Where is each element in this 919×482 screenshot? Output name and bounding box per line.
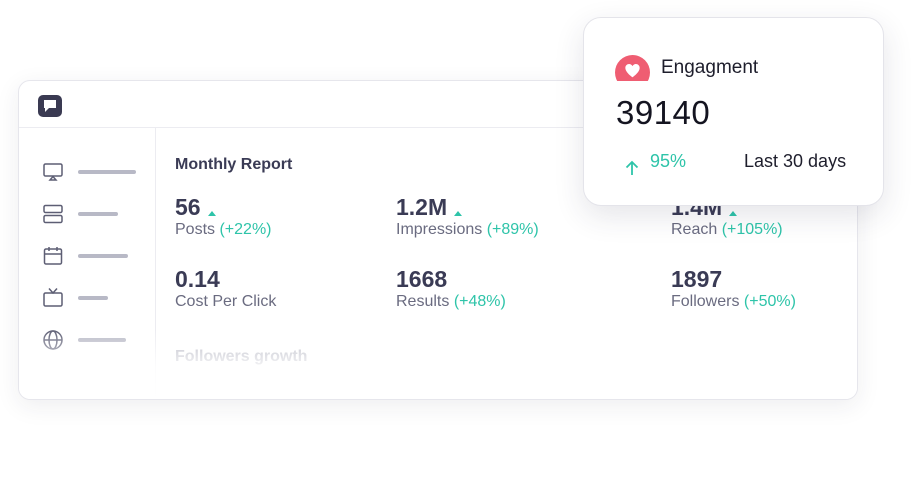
report-title: Monthly Report: [175, 156, 293, 173]
metric-change: (+22%): [219, 221, 272, 238]
metric-value: 1668: [396, 266, 448, 292]
metric-change: (+50%): [743, 293, 796, 310]
metric-results: 1668 Results (+48%): [396, 262, 506, 312]
trend-up-icon: [729, 211, 738, 216]
heart-icon: [615, 55, 650, 81]
engagement-period: Last 30 days: [744, 151, 847, 171]
metric-value: 1.2M: [396, 194, 448, 220]
metric-posts: 56 Posts (+22%): [175, 190, 272, 240]
stack-icon: [43, 204, 63, 224]
metric-label: Results: [396, 293, 450, 310]
screen-cast-icon: [43, 163, 63, 181]
metric-label: Impressions: [396, 221, 483, 238]
arrow-up-icon: [625, 160, 639, 175]
sidebar-item-screencast[interactable]: [41, 160, 151, 184]
followers-growth-title: Followers growth: [175, 348, 308, 365]
metric-label: Followers: [671, 293, 740, 310]
sidebar-item-placeholder: [78, 254, 128, 258]
globe-icon: [43, 330, 63, 350]
engagement-card[interactable]: Engagment 39140 95% Last 30 days: [583, 17, 884, 206]
sidebar: [19, 128, 156, 399]
metric-value: 1897: [671, 266, 723, 292]
sidebar-item-placeholder: [78, 296, 108, 300]
metric-label: Cost Per Click: [175, 293, 277, 310]
sidebar-item-stack[interactable]: [41, 202, 151, 226]
tv-icon: [43, 288, 63, 307]
trend-up-icon: [207, 211, 216, 216]
metric-cost-per-click: 0.14 Cost Per Click: [175, 262, 276, 312]
engagement-change: 95%: [650, 151, 687, 171]
sidebar-item-placeholder: [78, 338, 126, 342]
trend-up-icon: [454, 211, 463, 216]
report-panel: Monthly Report 56 Posts (+22%) 1.2M Impr…: [156, 128, 857, 399]
metric-impressions: 1.2M Impressions (+89%): [396, 190, 539, 240]
sidebar-item-globe[interactable]: [41, 328, 151, 352]
sidebar-item-placeholder: [78, 212, 118, 216]
metric-label: Posts: [175, 221, 216, 238]
calendar-icon: [43, 247, 63, 265]
metric-value: 56: [175, 194, 201, 220]
metric-label: Reach: [671, 221, 718, 238]
sidebar-item-placeholder: [78, 170, 136, 174]
metric-change: (+89%): [486, 221, 539, 238]
sidebar-item-calendar[interactable]: [41, 244, 151, 268]
metric-value: 0.14: [175, 266, 220, 292]
engagement-value: 39140: [616, 94, 711, 131]
app-logo-icon[interactable]: [38, 95, 62, 117]
metric-followers: 1897 Followers (+50%): [671, 262, 796, 312]
metric-change: (+48%): [453, 293, 506, 310]
metric-change: (+105%): [721, 221, 783, 238]
engagement-title: Engagment: [661, 57, 759, 78]
sidebar-item-tv[interactable]: [41, 286, 151, 310]
window-title-bar: [19, 81, 857, 128]
